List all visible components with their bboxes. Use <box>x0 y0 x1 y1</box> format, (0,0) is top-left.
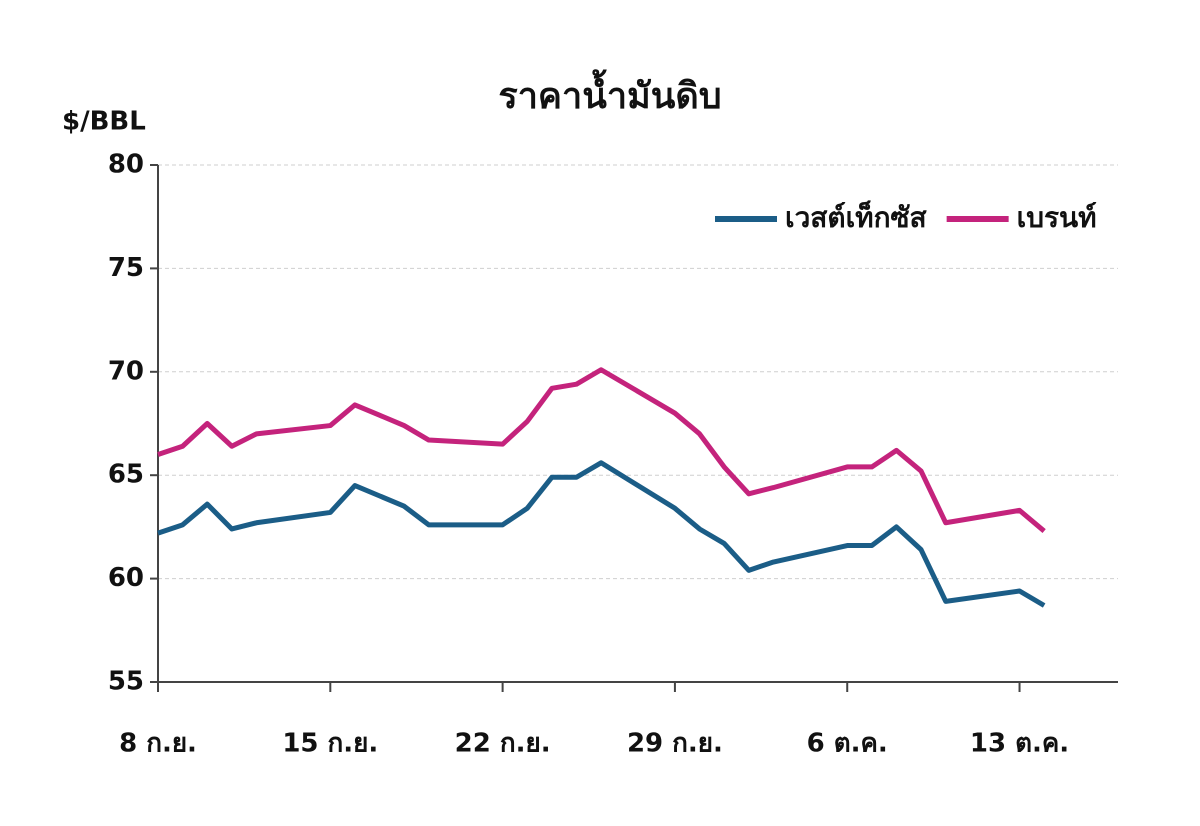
legend-label: เบรนท์ <box>1017 201 1097 234</box>
x-tick-label: 8 ก.ย. <box>119 729 197 759</box>
y-tick-label: 70 <box>108 356 144 386</box>
x-tick-label: 13 ต.ค. <box>970 729 1069 759</box>
y-tick-label: 60 <box>108 563 144 593</box>
legend-label: เวสต์เท็กซัส <box>785 200 928 234</box>
x-tick-label: 29 ก.ย. <box>627 729 723 759</box>
x-tick-label: 22 ก.ย. <box>455 729 551 759</box>
y-tick-label: 65 <box>108 460 144 490</box>
chart-title: ราคาน้ำมันดิบ <box>498 69 721 117</box>
series-line <box>157 460 1046 608</box>
x-tick-label: 6 ต.ค. <box>807 729 888 759</box>
y-axis-label: $/BBL <box>62 107 146 137</box>
y-tick-label: 80 <box>108 150 144 180</box>
series-line <box>157 367 1046 533</box>
y-tick-label: 55 <box>108 667 144 697</box>
y-tick-label: 75 <box>108 253 144 283</box>
x-tick-label: 15 ก.ย. <box>282 729 378 759</box>
